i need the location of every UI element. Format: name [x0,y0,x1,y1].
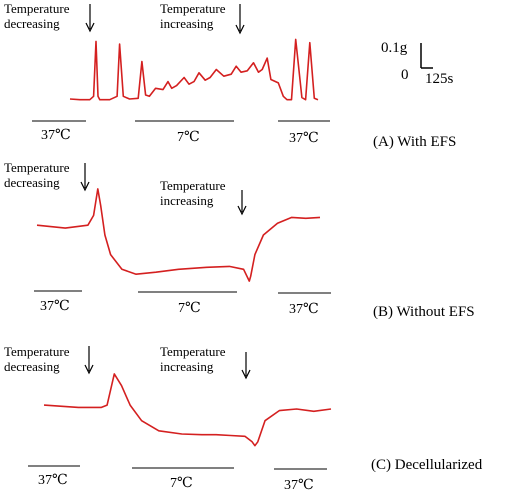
phase-label-37c: 37℃ [40,299,70,314]
annotation-decreasing-line2: decreasing [4,16,60,31]
phase-label-7c: 7℃ [178,301,201,316]
scale-bar: 0.1g 0 125s [381,40,454,87]
annotation-decreasing-line1: Temperature [4,1,70,16]
annotation-increasing-line2: increasing [160,16,214,31]
scale-origin-label: 0 [401,67,409,83]
tension-trace-line [43,373,332,447]
annotation-increasing-line1: Temperature [160,344,226,359]
down-arrow-icon [84,346,94,375]
scale-force-label: 0.1g [381,40,408,56]
down-arrow-icon [85,4,95,33]
annotation-decreasing-line1: Temperature [4,160,70,175]
phase-label-7c: 7℃ [177,130,200,145]
annotation-increasing-line2: increasing [160,193,214,208]
panel-caption: (C) Decellularized [371,457,483,473]
phase-label-37c: 37℃ [38,473,68,488]
down-arrow-icon [80,163,90,192]
annotation-decreasing-line2: decreasing [4,359,60,374]
annotation-decreasing-line1: Temperature [4,344,70,359]
down-arrow-icon [235,4,245,35]
phase-label-37c: 37℃ [289,302,319,317]
panel-caption: (A) With EFS [373,134,456,150]
annotation-decreasing-line2: decreasing [4,175,60,190]
phase-label-37c: 37℃ [289,131,319,146]
tension-trace-line [69,38,319,101]
tension-trace-line [36,188,321,282]
panel-b: Temperature decreasing Temperature incre… [4,160,475,320]
panel-caption: (B) Without EFS [373,304,475,320]
phase-label-37c: 37℃ [284,478,314,493]
annotation-increasing-line1: Temperature [160,178,226,193]
annotation-increasing-line1: Temperature [160,1,226,16]
panel-c: Temperature decreasing Temperature incre… [4,344,483,493]
down-arrow-icon [237,190,247,216]
down-arrow-icon [241,352,251,380]
scale-time-label: 125s [425,71,454,87]
panel-a: Temperature decreasing Temperature incre… [4,1,456,150]
phase-label-7c: 7℃ [170,476,193,491]
phase-label-37c: 37℃ [41,128,71,143]
annotation-increasing-line2: increasing [160,359,214,374]
